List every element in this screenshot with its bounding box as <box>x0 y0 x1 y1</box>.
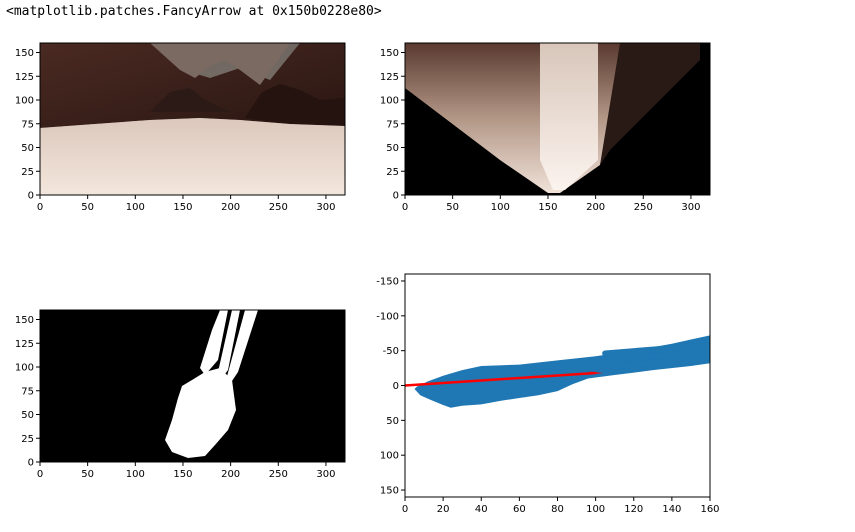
y-tick-label: -100 <box>376 311 399 322</box>
camera-ground <box>40 118 345 195</box>
y-tick-label: 0 <box>28 458 34 469</box>
y-tick-label: -150 <box>376 276 399 287</box>
warped-center <box>540 43 598 190</box>
y-tick-label: 125 <box>380 72 399 83</box>
x-tick-label: 150 <box>538 202 557 213</box>
y-tick-label: 100 <box>15 96 34 107</box>
y-tick-label: 25 <box>21 167 34 178</box>
cell-output-text: <matplotlib.patches.FancyArrow at 0x150b… <box>6 4 382 19</box>
x-tick-label: 200 <box>586 202 605 213</box>
nav-arrow-head <box>589 371 604 375</box>
x-tick-label: 0 <box>402 202 408 213</box>
y-tick-label: -50 <box>383 346 399 357</box>
x-tick-label: 250 <box>634 202 653 213</box>
x-tick-label: 80 <box>551 504 564 515</box>
x-tick-label: 100 <box>126 469 145 480</box>
rover-coords-panel <box>404 273 711 498</box>
camera-right-rock <box>245 84 345 126</box>
x-tick-label: 300 <box>316 469 335 480</box>
x-tick-label: 0 <box>37 202 43 213</box>
y-tick-label: 150 <box>380 486 399 497</box>
x-tick-label: 50 <box>446 202 459 213</box>
x-tick-label: 120 <box>624 504 643 515</box>
y-tick-label: 50 <box>21 410 34 421</box>
threshold-image-panel <box>39 309 346 463</box>
y-tick-label: 150 <box>15 48 34 59</box>
y-tick-label: 50 <box>21 143 34 154</box>
y-tick-label: 100 <box>15 363 34 374</box>
scatter-streak <box>602 349 710 364</box>
scatter-layer <box>405 335 710 408</box>
x-tick-label: 200 <box>221 202 240 213</box>
scatter-streak <box>602 342 710 357</box>
x-tick-label: 250 <box>269 202 288 213</box>
nav-direction-arrow <box>405 371 596 387</box>
warped-right-dark <box>600 43 700 165</box>
threshold-navigable-blob <box>165 368 236 458</box>
y-tick-label: 25 <box>21 434 34 445</box>
x-tick-label: 250 <box>269 469 288 480</box>
warped-image-panel <box>404 42 711 196</box>
x-tick-label: 50 <box>81 202 94 213</box>
x-tick-label: 0 <box>37 469 43 480</box>
y-tick-label: 75 <box>386 119 399 130</box>
x-tick-label: 300 <box>681 202 700 213</box>
x-tick-label: 0 <box>402 504 408 515</box>
y-tick-label: 0 <box>28 191 34 202</box>
y-tick-label: 75 <box>21 119 34 130</box>
y-tick-label: 25 <box>386 167 399 178</box>
x-tick-label: 100 <box>126 202 145 213</box>
camera-boulder <box>150 88 230 112</box>
threshold-streak-3 <box>226 310 258 384</box>
x-tick-label: 300 <box>316 202 335 213</box>
y-tick-label: 0 <box>393 191 399 202</box>
camera-image-panel <box>39 42 346 196</box>
x-tick-label: 150 <box>173 469 192 480</box>
x-tick-label: 200 <box>221 469 240 480</box>
y-tick-label: 50 <box>386 416 399 427</box>
y-tick-label: 125 <box>15 72 34 83</box>
x-tick-label: 150 <box>173 202 192 213</box>
threshold-streak-1 <box>200 310 228 375</box>
threshold-streak-2 <box>218 310 240 378</box>
y-tick-label: 125 <box>15 339 34 350</box>
camera-distant-hills <box>150 43 290 85</box>
x-tick-label: 60 <box>513 504 526 515</box>
scatter-streak <box>602 356 710 371</box>
x-tick-label: 100 <box>586 504 605 515</box>
x-tick-label: 100 <box>491 202 510 213</box>
x-tick-label: 160 <box>700 504 719 515</box>
y-tick-label: 75 <box>21 386 34 397</box>
y-tick-label: 50 <box>386 143 399 154</box>
y-tick-label: 150 <box>15 315 34 326</box>
x-tick-label: 140 <box>662 504 681 515</box>
x-tick-label: 50 <box>81 469 94 480</box>
y-tick-label: 100 <box>380 96 399 107</box>
y-tick-label: 150 <box>380 48 399 59</box>
x-tick-label: 20 <box>437 504 450 515</box>
y-tick-label: 0 <box>393 381 399 392</box>
x-tick-label: 40 <box>475 504 488 515</box>
y-tick-label: 100 <box>380 451 399 462</box>
